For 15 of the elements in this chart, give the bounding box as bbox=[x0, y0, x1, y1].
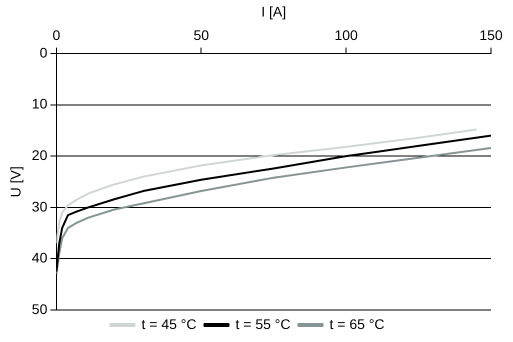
x-tick-label: 0 bbox=[52, 27, 60, 44]
legend-label: t = 45 °C bbox=[141, 316, 196, 332]
x-tick-label: 150 bbox=[479, 27, 503, 44]
y-tick-label: 50 bbox=[32, 300, 48, 317]
y-tick-label: 10 bbox=[32, 96, 48, 112]
y-tick-label: 0 bbox=[40, 44, 48, 60]
legend-label: t = 65 °C bbox=[330, 316, 385, 332]
y-tick-label: 20 bbox=[32, 147, 48, 164]
legend-label: t = 55 °C bbox=[235, 316, 291, 332]
y-tick-label: 30 bbox=[32, 198, 48, 214]
x-tick-label: 50 bbox=[193, 27, 210, 44]
x-tick-label: 100 bbox=[334, 27, 358, 44]
y-tick-label: 40 bbox=[32, 250, 48, 266]
y-axis-title: U [V] bbox=[7, 166, 24, 198]
x-axis-title: I [A] bbox=[261, 3, 286, 20]
